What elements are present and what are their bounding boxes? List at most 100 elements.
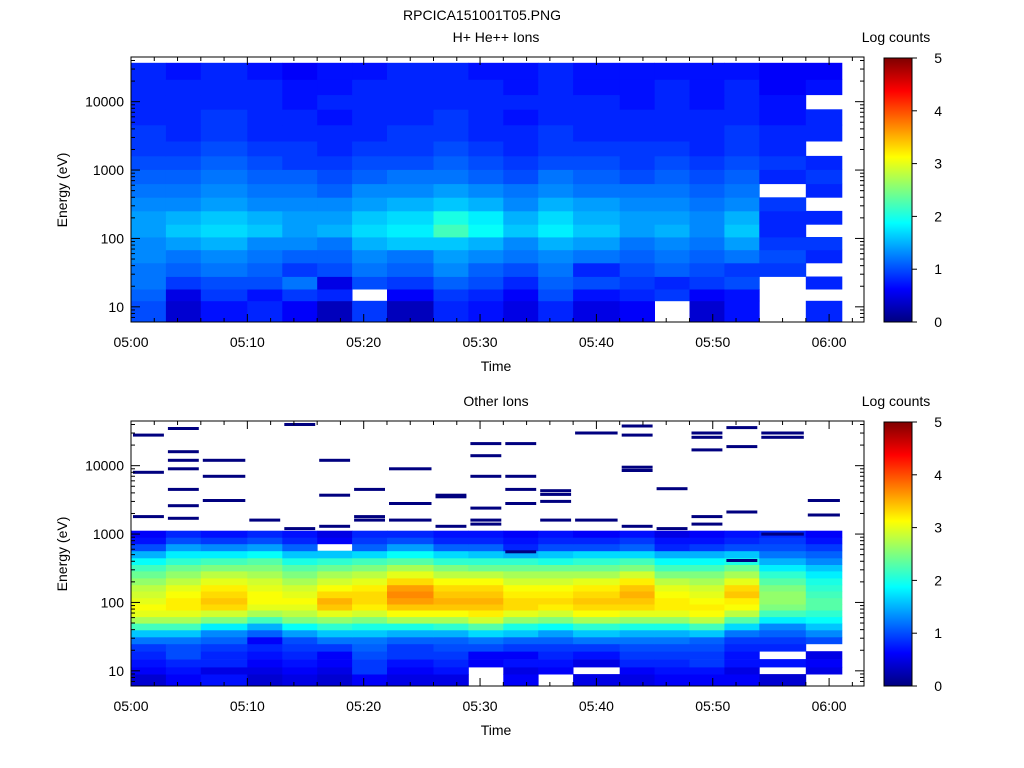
heatmap-cell: [131, 183, 167, 198]
heatmap-cell: [689, 237, 725, 251]
heatmap-cell: [619, 197, 655, 212]
heatmap-cell: [619, 224, 655, 238]
heatmap-cell: [200, 578, 248, 586]
colorbar-tick-label: 4: [934, 467, 942, 483]
sparse-count-line: [505, 442, 537, 446]
heatmap-cell: [619, 537, 655, 545]
colorbar-tick-label: 5: [934, 50, 942, 66]
heatmap-cell: [468, 610, 504, 618]
heatmap-cell: [538, 79, 574, 96]
heatmap-cell: [573, 197, 620, 212]
heatmap-cell: [724, 197, 760, 212]
heatmap-cell: [503, 543, 539, 552]
y-axis-label: Energy (eV): [54, 517, 70, 592]
heatmap-cell: [433, 610, 469, 618]
heatmap-cell: [352, 62, 388, 80]
heatmap-cell: [282, 124, 318, 142]
heatmap-cell: [282, 276, 318, 290]
heatmap-cell: [352, 597, 388, 605]
x-axis-label: Time: [481, 358, 512, 374]
heatmap-cell: [352, 578, 388, 586]
heatmap-cell: [468, 79, 504, 96]
heatmap-cell: [724, 210, 760, 225]
heatmap-cell: [538, 604, 574, 611]
heatmap-cell: [247, 210, 283, 225]
heatmap-cell: [573, 210, 620, 225]
heatmap-cell: [619, 578, 655, 586]
heatmap-cell: [131, 666, 167, 675]
x-ticks: 05:00 05:10 05:20 05:30 05:40 05:50 06:00: [113, 57, 853, 350]
heatmap-cell: [433, 558, 469, 565]
heatmap-cell: [131, 210, 167, 225]
sparse-count-line: [319, 524, 351, 528]
heatmap-cell: [724, 643, 760, 652]
heatmap-cell: [503, 659, 539, 668]
heatmap-cell: [247, 183, 283, 198]
heatmap-cell: [200, 276, 248, 290]
heatmap-cell: [433, 197, 469, 212]
heatmap-cell: [689, 197, 725, 212]
heatmap-cell: [538, 666, 574, 675]
heatmap-cell: [165, 543, 202, 552]
heatmap-cell: [282, 543, 318, 552]
sparse-count-line: [167, 504, 199, 508]
heatmap-cell: [387, 674, 434, 687]
heatmap-cell: [317, 124, 353, 142]
y-axis-label: Energy (eV): [54, 153, 70, 228]
heatmap-cell: [503, 289, 539, 302]
heatmap-cell: [131, 623, 167, 631]
heatmap-cell: [387, 629, 434, 638]
heatmap-cell: [352, 610, 388, 618]
heatmap-cell: [503, 674, 539, 687]
heatmap-cell: [805, 591, 843, 599]
heatmap-cell: [619, 604, 655, 611]
heatmap-cell: [282, 666, 318, 675]
heatmap-cell: [573, 651, 620, 660]
heatmap-cell: [468, 629, 504, 638]
heatmap-cell: [573, 537, 620, 545]
heatmap-cell: [433, 124, 469, 142]
heatmap-cell: [165, 300, 202, 323]
heatmap-cell: [619, 79, 655, 96]
heatmap-cell: [433, 141, 469, 157]
heatmap-cell: [619, 550, 655, 559]
heatmap-cell: [165, 237, 202, 251]
heatmap-cell: [759, 623, 807, 631]
heatmap-cell: [200, 530, 248, 538]
heatmap-cell: [200, 169, 248, 185]
heatmap-cell: [352, 109, 388, 126]
heatmap-cell: [619, 666, 655, 675]
heatmap-cell: [619, 571, 655, 579]
heatmap-cell: [573, 530, 620, 538]
heatmap-cell: [689, 643, 725, 652]
heatmap-cell: [317, 636, 353, 645]
heatmap-cell: [538, 616, 574, 624]
heatmap-cell: [805, 616, 843, 624]
heatmap-cell: [247, 94, 283, 110]
heatmap-cell: [654, 666, 690, 675]
heatmap-cell: [573, 62, 620, 80]
heatmap-cell: [131, 224, 167, 238]
heatmap-cell: [573, 643, 620, 652]
heatmap-cell: [165, 651, 202, 660]
heatmap-cell: [724, 651, 760, 660]
heatmap-cell: [317, 591, 353, 599]
sparse-count-line: [133, 433, 164, 437]
heatmap-cell: [503, 141, 539, 157]
sparse-count-line: [691, 431, 723, 435]
x-tick-label: 05:00: [113, 698, 148, 714]
heatmap-cell: [433, 543, 469, 552]
heatmap-cell: [352, 530, 388, 538]
heatmap-cell: [689, 543, 725, 552]
heatmap-cell: [247, 155, 283, 170]
heatmap-cell: [352, 94, 388, 110]
heatmap-cell: [282, 674, 318, 687]
heatmap-cell: [654, 262, 690, 277]
heatmap-cell: [165, 571, 202, 579]
heatmap-cell: [654, 584, 690, 592]
heatmap-cell: [654, 543, 690, 552]
heatmap-cell: [317, 643, 353, 652]
heatmap-cell: [503, 584, 539, 592]
heatmap-cell: [538, 300, 574, 323]
heatmap-cell: [352, 210, 388, 225]
